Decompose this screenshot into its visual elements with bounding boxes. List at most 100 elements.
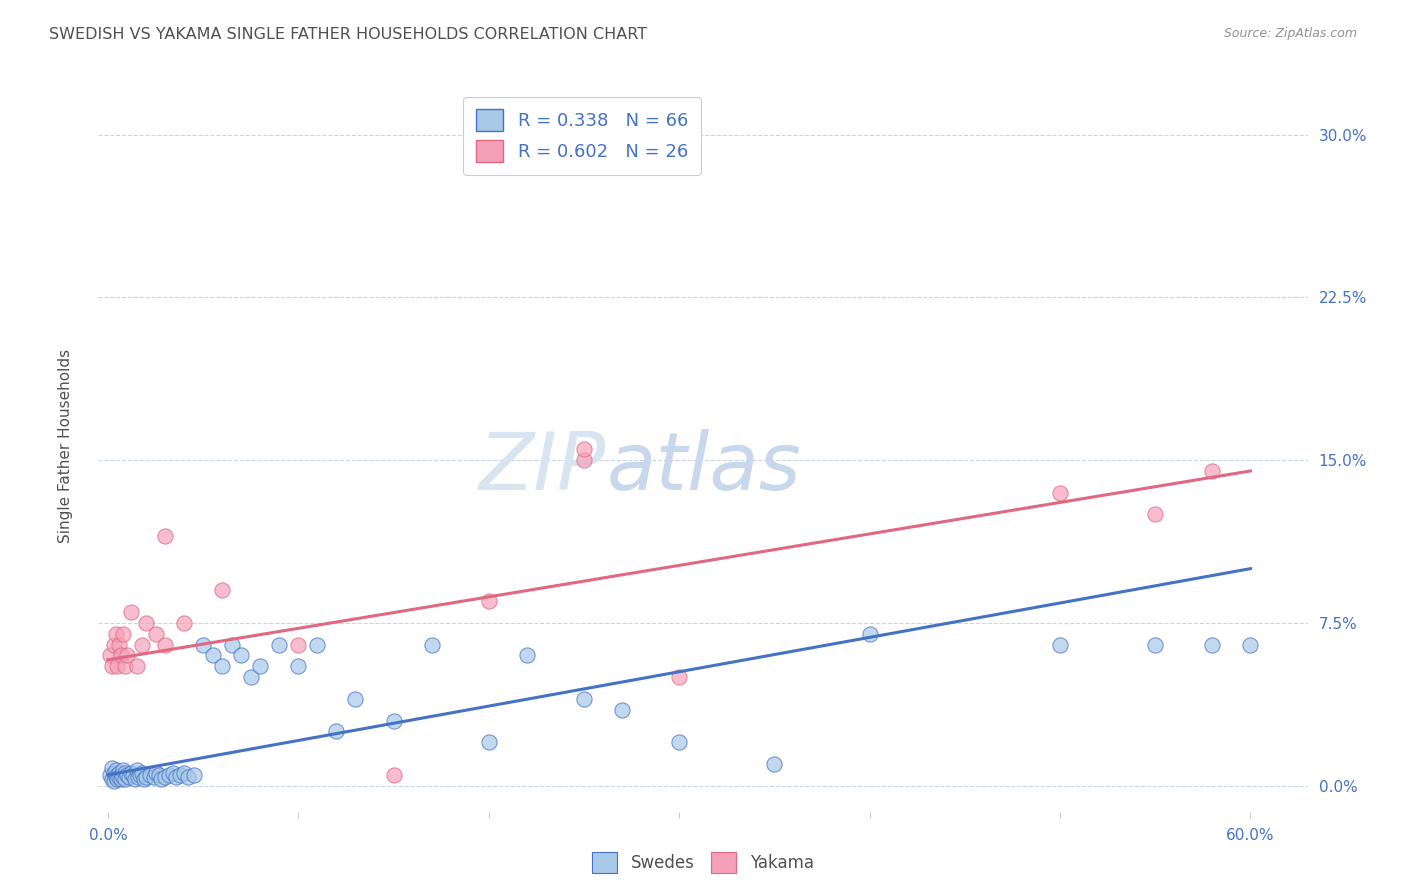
Point	[108, 638, 131, 652]
Point	[112, 770, 135, 784]
Point	[124, 772, 146, 787]
Legend: R = 0.338   N = 66, R = 0.602   N = 26: R = 0.338 N = 66, R = 0.602 N = 26	[464, 96, 700, 175]
Point	[107, 772, 129, 787]
Point	[668, 735, 690, 749]
Point	[169, 768, 191, 782]
Point	[211, 659, 233, 673]
Point	[221, 638, 243, 652]
Point	[668, 670, 690, 684]
Point	[763, 756, 786, 771]
Point	[142, 770, 165, 784]
Point	[103, 638, 125, 652]
Y-axis label: Single Father Households: Single Father Households	[59, 349, 73, 543]
Point	[125, 764, 148, 778]
Point	[104, 770, 127, 784]
Point	[478, 160, 501, 174]
Point	[131, 638, 153, 652]
Point	[162, 765, 184, 780]
Point	[287, 659, 309, 673]
Point	[157, 768, 180, 782]
Point	[103, 774, 125, 789]
Point	[110, 772, 132, 787]
Point	[420, 638, 443, 652]
Point	[100, 772, 122, 787]
Point	[572, 442, 595, 457]
Text: ZIP: ZIP	[479, 429, 606, 507]
Point	[127, 770, 149, 784]
Point	[1049, 638, 1071, 652]
Point	[325, 724, 347, 739]
Point	[211, 583, 233, 598]
Point	[269, 638, 291, 652]
Point	[153, 638, 176, 652]
Point	[1049, 485, 1071, 500]
Point	[110, 648, 132, 663]
Point	[153, 770, 176, 784]
Point	[114, 659, 136, 673]
Point	[104, 764, 127, 778]
Point	[114, 765, 136, 780]
Point	[112, 764, 135, 778]
Point	[104, 626, 127, 640]
Point	[115, 768, 138, 782]
Point	[120, 605, 142, 619]
Point	[145, 626, 167, 640]
Point	[344, 691, 367, 706]
Point	[121, 768, 143, 782]
Point	[148, 768, 170, 782]
Point	[1239, 638, 1261, 652]
Point	[173, 615, 195, 630]
Point	[153, 529, 176, 543]
Point	[145, 765, 167, 780]
Point	[201, 648, 224, 663]
Point	[231, 648, 253, 663]
Point	[150, 772, 173, 787]
Legend: Swedes, Yakama: Swedes, Yakama	[586, 846, 820, 880]
Point	[129, 768, 152, 782]
Point	[382, 768, 405, 782]
Point	[478, 594, 501, 608]
Point	[110, 768, 132, 782]
Point	[125, 659, 148, 673]
Text: Source: ZipAtlas.com: Source: ZipAtlas.com	[1223, 27, 1357, 40]
Point	[139, 768, 162, 782]
Point	[135, 770, 157, 784]
Point	[108, 765, 131, 780]
Point	[287, 638, 309, 652]
Point	[382, 714, 405, 728]
Point	[98, 768, 121, 782]
Point	[183, 768, 205, 782]
Point	[98, 648, 121, 663]
Text: SWEDISH VS YAKAMA SINGLE FATHER HOUSEHOLDS CORRELATION CHART: SWEDISH VS YAKAMA SINGLE FATHER HOUSEHOL…	[49, 27, 647, 42]
Point	[115, 648, 138, 663]
Point	[1201, 464, 1223, 478]
Point	[173, 765, 195, 780]
Point	[118, 770, 141, 784]
Point	[135, 615, 157, 630]
Point	[131, 765, 153, 780]
Point	[166, 770, 188, 784]
Point	[108, 770, 131, 784]
Point	[249, 659, 271, 673]
Point	[134, 772, 156, 787]
Point	[516, 648, 538, 663]
Point	[191, 638, 214, 652]
Point	[114, 772, 136, 787]
Point	[100, 659, 122, 673]
Point	[107, 768, 129, 782]
Point	[572, 453, 595, 467]
Point	[1144, 508, 1167, 522]
Point	[100, 761, 122, 775]
Point	[107, 659, 129, 673]
Point	[239, 670, 262, 684]
Point	[120, 765, 142, 780]
Point	[1144, 638, 1167, 652]
Point	[112, 626, 135, 640]
Point	[307, 638, 329, 652]
Point	[478, 735, 501, 749]
Point	[572, 691, 595, 706]
Point	[859, 626, 882, 640]
Text: atlas: atlas	[606, 429, 801, 507]
Point	[1201, 638, 1223, 652]
Point	[610, 703, 633, 717]
